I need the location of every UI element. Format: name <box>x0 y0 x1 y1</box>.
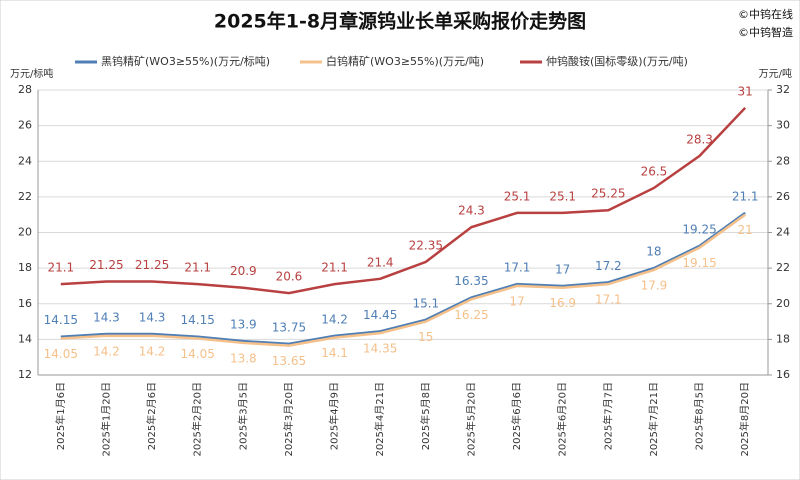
y-tick-label: 24 <box>18 154 32 167</box>
data-label: 17 <box>555 262 570 276</box>
y2-tick-label: 30 <box>776 119 790 132</box>
data-label: 21 <box>738 223 753 237</box>
data-label: 24.3 <box>458 204 485 218</box>
data-label: 14.15 <box>44 313 78 327</box>
data-label: 17 <box>509 294 524 308</box>
data-label: 18 <box>646 245 661 259</box>
x-tick-label: 2025年7月21日 <box>647 382 660 457</box>
x-tick-label: 2025年4月21日 <box>373 382 386 457</box>
data-label: 15.1 <box>412 296 439 310</box>
x-tick-label: 2025年8月5日 <box>693 382 706 450</box>
data-label: 20.6 <box>276 270 303 284</box>
x-tick-label: 2025年3月20日 <box>282 382 295 457</box>
y-tick-label: 16 <box>18 297 32 310</box>
data-label: 14.3 <box>139 311 166 325</box>
data-label: 14.05 <box>181 347 215 361</box>
data-label: 21.1 <box>47 261 74 275</box>
data-label: 14.05 <box>44 347 78 361</box>
data-label: 17.2 <box>595 259 622 273</box>
y-tick-label: 28 <box>18 83 32 96</box>
x-tick-label: 2025年4月9日 <box>328 382 341 450</box>
data-label: 19.25 <box>682 222 716 236</box>
data-label: 17.9 <box>641 278 668 292</box>
data-label: 14.3 <box>93 311 120 325</box>
data-label: 26.5 <box>641 164 668 178</box>
y-tick-label: 20 <box>18 226 32 239</box>
y2-tick-label: 28 <box>776 154 790 167</box>
data-label: 14.35 <box>363 342 397 356</box>
data-label: 21.25 <box>135 258 169 272</box>
series-line <box>60 106 747 295</box>
data-label: 21.1 <box>321 261 348 275</box>
series-line <box>60 213 746 347</box>
x-tick-label: 2025年1月20日 <box>99 382 112 457</box>
chart-title: 2025年1-8月章源钨业长单采购报价走势图 <box>214 10 586 33</box>
data-label: 17.1 <box>504 261 531 275</box>
legend-label: 黑钨精矿(WO3≥55%)(万元/标吨) <box>101 54 270 68</box>
x-tick-label: 2025年6月6日 <box>510 382 523 450</box>
data-label: 16.9 <box>549 296 576 310</box>
data-label: 21.4 <box>367 255 394 269</box>
y-axis-label: 万元/标吨 <box>10 67 53 80</box>
x-tick-label: 2025年2月20日 <box>191 382 204 457</box>
data-label: 14.2 <box>93 344 120 358</box>
y-tick-label: 18 <box>18 261 32 274</box>
x-tick-label: 2025年3月5日 <box>236 382 249 450</box>
legend-label: 白钨精矿(WO3≥55%)(万元/吨) <box>326 54 484 68</box>
data-label: 16.25 <box>454 308 488 322</box>
data-label: 21.1 <box>732 189 759 203</box>
y-tick-label: 14 <box>18 332 32 345</box>
data-label: 21.1 <box>184 261 211 275</box>
data-label: 17.1 <box>595 293 622 307</box>
y2-tick-label: 16 <box>776 368 790 381</box>
watermark: ©中钨在线 <box>738 7 793 21</box>
data-label: 14.1 <box>321 346 348 360</box>
y-tick-label: 12 <box>18 368 32 381</box>
data-label: 19.15 <box>682 256 716 270</box>
data-label: 14.2 <box>321 312 348 326</box>
y-tick-label: 26 <box>18 119 32 132</box>
data-label: 14.2 <box>139 344 166 358</box>
x-tick-label: 2025年5月20日 <box>464 382 477 457</box>
x-tick-label: 2025年1月6日 <box>54 382 67 450</box>
data-label: 25.25 <box>591 187 625 201</box>
data-label: 13.75 <box>272 320 306 334</box>
data-label: 14.45 <box>363 308 397 322</box>
y2-tick-label: 26 <box>776 190 790 203</box>
data-label: 22.35 <box>409 238 443 252</box>
y2-tick-label: 24 <box>776 226 790 239</box>
y2-tick-label: 20 <box>776 297 790 310</box>
y2-tick-label: 18 <box>776 332 790 345</box>
watermark: ©中钨智造 <box>738 25 793 39</box>
data-label: 13.8 <box>230 351 257 365</box>
data-label: 25.1 <box>549 189 576 203</box>
data-label: 13.9 <box>230 318 257 332</box>
y-tick-label: 22 <box>18 190 32 203</box>
legend-label: 仲钨酸铵(国标零级)(万元/吨) <box>546 54 688 68</box>
y2-tick-label: 22 <box>776 261 790 274</box>
y2-axis-label: 万元/吨 <box>759 67 792 80</box>
x-tick-label: 2025年7月7日 <box>601 382 614 450</box>
data-label: 15 <box>418 330 433 344</box>
data-label: 20.9 <box>230 264 257 278</box>
series-line <box>60 211 746 346</box>
data-label: 16.35 <box>454 274 488 288</box>
data-label: 25.1 <box>504 189 531 203</box>
x-tick-label: 2025年6月20日 <box>556 382 569 457</box>
x-tick-label: 2025年8月20日 <box>738 382 751 457</box>
data-label: 28.3 <box>686 132 713 146</box>
data-label: 13.65 <box>272 354 306 368</box>
x-tick-label: 2025年5月8日 <box>419 382 432 450</box>
x-tick-label: 2025年2月6日 <box>145 382 158 450</box>
data-label: 31 <box>738 84 753 98</box>
data-label: 21.25 <box>89 258 123 272</box>
data-label: 14.15 <box>181 313 215 327</box>
y2-tick-label: 32 <box>776 83 790 96</box>
